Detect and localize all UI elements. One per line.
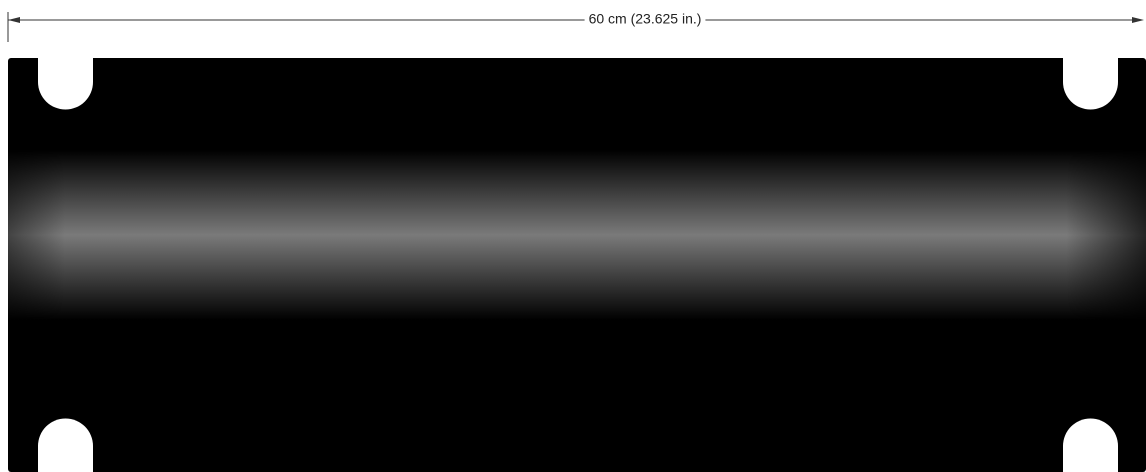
dimension-label: 60 cm (23.625 in.) (589, 11, 702, 27)
dimension-line (8, 12, 1144, 42)
product-diagram: 60 cm (23.625 in.) (0, 0, 1146, 472)
panel-sheen (8, 150, 1146, 320)
page: 60 cm (23.625 in.) (() => { const data =… (0, 0, 1146, 472)
